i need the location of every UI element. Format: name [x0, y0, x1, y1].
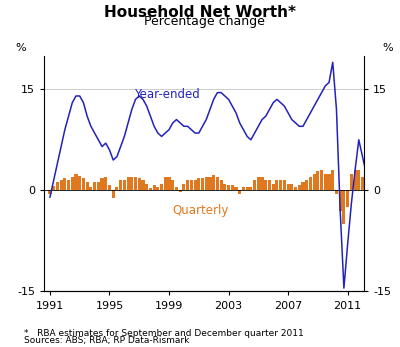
- Bar: [171, 180, 174, 191]
- Bar: [253, 180, 256, 191]
- Bar: [182, 184, 186, 191]
- Text: Household Net Worth*: Household Net Worth*: [104, 5, 296, 20]
- Bar: [220, 180, 223, 191]
- Bar: [138, 178, 141, 191]
- Text: %: %: [382, 43, 393, 53]
- Bar: [126, 177, 130, 191]
- Bar: [346, 191, 349, 207]
- Bar: [93, 181, 96, 191]
- Bar: [216, 177, 219, 191]
- Bar: [186, 180, 189, 191]
- Bar: [130, 177, 133, 191]
- Bar: [67, 180, 70, 191]
- Bar: [160, 184, 163, 191]
- Bar: [86, 182, 89, 191]
- Text: *   RBA estimates for September and December quarter 2011: * RBA estimates for September and Decemb…: [24, 329, 304, 338]
- Bar: [324, 174, 327, 191]
- Bar: [331, 170, 334, 191]
- Bar: [302, 182, 304, 191]
- Bar: [119, 180, 122, 191]
- Bar: [78, 176, 81, 191]
- Bar: [197, 178, 200, 191]
- Bar: [272, 184, 275, 191]
- Bar: [365, 184, 368, 191]
- Bar: [305, 180, 308, 191]
- Bar: [208, 177, 212, 191]
- Bar: [223, 184, 226, 191]
- Bar: [298, 185, 301, 191]
- Bar: [249, 187, 252, 191]
- Bar: [354, 170, 357, 191]
- Bar: [100, 178, 104, 191]
- Bar: [279, 180, 282, 191]
- Bar: [290, 184, 293, 191]
- Bar: [257, 177, 260, 191]
- Bar: [164, 177, 167, 191]
- Bar: [294, 187, 297, 191]
- Bar: [312, 174, 316, 191]
- Bar: [82, 178, 85, 191]
- Bar: [328, 174, 330, 191]
- Text: Year-ended: Year-ended: [134, 88, 199, 101]
- Bar: [48, 191, 52, 194]
- Bar: [335, 191, 338, 194]
- Bar: [142, 180, 144, 191]
- Bar: [264, 180, 267, 191]
- Text: %: %: [15, 43, 26, 53]
- Bar: [175, 187, 178, 191]
- Bar: [52, 186, 55, 191]
- Bar: [283, 180, 286, 191]
- Bar: [316, 171, 320, 191]
- Bar: [242, 187, 245, 191]
- Bar: [246, 187, 249, 191]
- Title: Percentage change: Percentage change: [144, 15, 264, 28]
- Bar: [168, 177, 170, 191]
- Bar: [309, 177, 312, 191]
- Bar: [134, 177, 137, 191]
- Bar: [372, 191, 375, 201]
- Bar: [368, 191, 372, 194]
- Bar: [275, 180, 278, 191]
- Bar: [56, 182, 59, 191]
- Bar: [260, 177, 264, 191]
- Bar: [212, 175, 215, 191]
- Bar: [145, 184, 148, 191]
- Bar: [97, 182, 100, 191]
- Bar: [205, 177, 208, 191]
- Bar: [201, 178, 204, 191]
- Bar: [342, 191, 346, 224]
- Bar: [179, 191, 182, 192]
- Bar: [268, 180, 271, 191]
- Bar: [320, 170, 323, 191]
- Bar: [234, 187, 238, 191]
- Bar: [89, 187, 92, 191]
- Bar: [238, 191, 241, 194]
- Bar: [104, 177, 107, 191]
- Bar: [194, 180, 197, 191]
- Bar: [60, 180, 63, 191]
- Bar: [108, 185, 111, 191]
- Bar: [152, 185, 156, 191]
- Bar: [339, 191, 342, 211]
- Bar: [350, 174, 353, 191]
- Bar: [361, 177, 364, 191]
- Bar: [149, 188, 152, 191]
- Bar: [357, 170, 360, 191]
- Bar: [115, 187, 118, 191]
- Bar: [123, 180, 126, 191]
- Bar: [231, 185, 234, 191]
- Bar: [74, 174, 78, 191]
- Bar: [63, 178, 66, 191]
- Text: Quarterly: Quarterly: [172, 204, 228, 217]
- Bar: [71, 177, 74, 191]
- Text: Sources: ABS; RBA; RP Data-Rismark: Sources: ABS; RBA; RP Data-Rismark: [24, 336, 189, 345]
- Bar: [286, 184, 290, 191]
- Bar: [112, 191, 115, 198]
- Bar: [190, 180, 193, 191]
- Bar: [227, 185, 230, 191]
- Bar: [156, 187, 160, 191]
